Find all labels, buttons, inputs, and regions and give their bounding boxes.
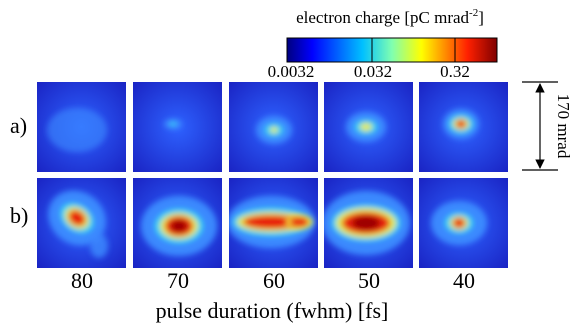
beam-image xyxy=(37,178,126,268)
beam-image xyxy=(229,178,318,268)
scale-bar xyxy=(522,81,558,171)
beam-images xyxy=(37,82,508,268)
column-label: 80 xyxy=(71,268,93,293)
row-label: b) xyxy=(10,203,28,228)
beam-image xyxy=(229,82,318,172)
colorbar-tick-label: 0.32 xyxy=(440,62,470,81)
row-label: a) xyxy=(10,113,27,138)
colorbar-ticks xyxy=(371,38,456,62)
beam-image xyxy=(324,178,413,268)
column-label: 50 xyxy=(358,268,380,293)
colorbar-tick-label: 0.032 xyxy=(354,62,392,81)
colorbar-label: electron charge [pC mrad-2] xyxy=(296,7,484,27)
column-label: 40 xyxy=(453,268,475,293)
beam-image xyxy=(37,82,126,172)
beam-image xyxy=(419,82,508,172)
beam-image xyxy=(419,178,508,268)
column-label: 70 xyxy=(167,268,189,293)
beam-image xyxy=(133,178,222,268)
scale-label: 170 mrad xyxy=(554,94,573,159)
colorbar xyxy=(286,37,498,63)
x-axis-label: pulse duration (fwhm) [fs] xyxy=(156,298,389,323)
colorbar-tick-label: 0.0032 xyxy=(268,62,315,81)
beam-image xyxy=(324,82,413,172)
column-label: 60 xyxy=(263,268,285,293)
beam-image xyxy=(133,82,222,172)
